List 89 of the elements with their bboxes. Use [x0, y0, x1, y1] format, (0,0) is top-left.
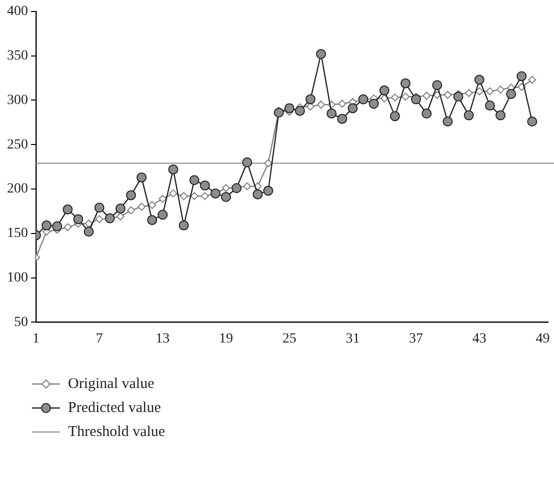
y-tick-label: 300: [7, 92, 28, 108]
point: [379, 85, 390, 96]
point: [126, 190, 136, 200]
point: [432, 80, 442, 90]
point: [42, 220, 52, 230]
point: [116, 212, 124, 221]
point: [138, 202, 146, 211]
x-tick-label: 25: [282, 331, 296, 346]
point: [147, 215, 158, 226]
x-tick-label: 19: [219, 331, 234, 346]
point: [516, 71, 527, 82]
x-tick-label: 37: [409, 331, 424, 346]
point: [263, 186, 274, 196]
point: [148, 200, 156, 209]
point: [284, 103, 294, 114]
point: [62, 204, 73, 214]
point: [200, 192, 209, 200]
point: [453, 92, 464, 102]
point: [274, 108, 284, 118]
point: [422, 108, 432, 119]
y-tick-label: 150: [7, 226, 28, 242]
point: [222, 184, 230, 192]
point: [464, 110, 474, 120]
point: [411, 94, 422, 104]
point: [475, 87, 484, 96]
point: [84, 220, 93, 228]
point: [115, 204, 126, 214]
x-tick-label: 13: [156, 331, 170, 346]
point: [496, 86, 504, 94]
point: [442, 116, 453, 127]
point: [84, 226, 94, 237]
point: [158, 194, 167, 203]
x-tick-label: 7: [96, 331, 103, 346]
point: [178, 220, 189, 230]
point: [348, 103, 358, 114]
point: [189, 175, 200, 186]
point: [127, 206, 136, 214]
x-tick-label: 31: [346, 331, 360, 346]
point: [338, 100, 346, 108]
point: [486, 87, 494, 96]
point: [484, 100, 495, 111]
point: [242, 157, 252, 168]
point: [390, 111, 400, 122]
point: [390, 94, 399, 102]
point: [190, 192, 198, 200]
x-tick-label: 43: [472, 331, 486, 346]
point: [73, 214, 84, 224]
legend-label: Threshold value: [68, 424, 166, 440]
point: [94, 202, 104, 213]
x-tick-label: 1: [32, 331, 40, 346]
point: [474, 74, 484, 85]
point: [252, 189, 263, 200]
point: [168, 164, 178, 174]
legend-label: Predicted value: [68, 400, 161, 416]
y-tick-label: 400: [7, 4, 28, 20]
point: [294, 106, 305, 116]
legend-label: Original value: [68, 376, 154, 392]
y-tick-label: 100: [7, 270, 28, 286]
point: [400, 78, 410, 88]
y-tick-label: 50: [14, 314, 28, 330]
point: [305, 94, 316, 104]
x-tick-label: 49: [536, 331, 550, 346]
point: [495, 110, 506, 120]
point: [180, 192, 188, 200]
point: [136, 172, 147, 182]
point: [422, 92, 431, 100]
point: [169, 189, 178, 198]
point: [95, 215, 104, 224]
point: [200, 180, 210, 190]
point: [464, 89, 473, 98]
point: [401, 92, 410, 101]
y-tick-label: 200: [7, 182, 28, 197]
point: [158, 210, 168, 220]
point: [506, 88, 516, 99]
point: [528, 76, 536, 84]
point: [337, 114, 348, 124]
point: [326, 108, 337, 119]
point: [64, 223, 72, 232]
point: [368, 98, 379, 109]
point: [243, 182, 252, 190]
y-tick-label: 250: [7, 137, 28, 152]
point: [316, 49, 326, 60]
point: [527, 116, 538, 127]
point: [264, 159, 272, 168]
point: [52, 221, 62, 232]
y-tick-label: 350: [7, 48, 28, 64]
point: [221, 192, 232, 202]
point: [317, 100, 326, 109]
point: [444, 90, 452, 99]
